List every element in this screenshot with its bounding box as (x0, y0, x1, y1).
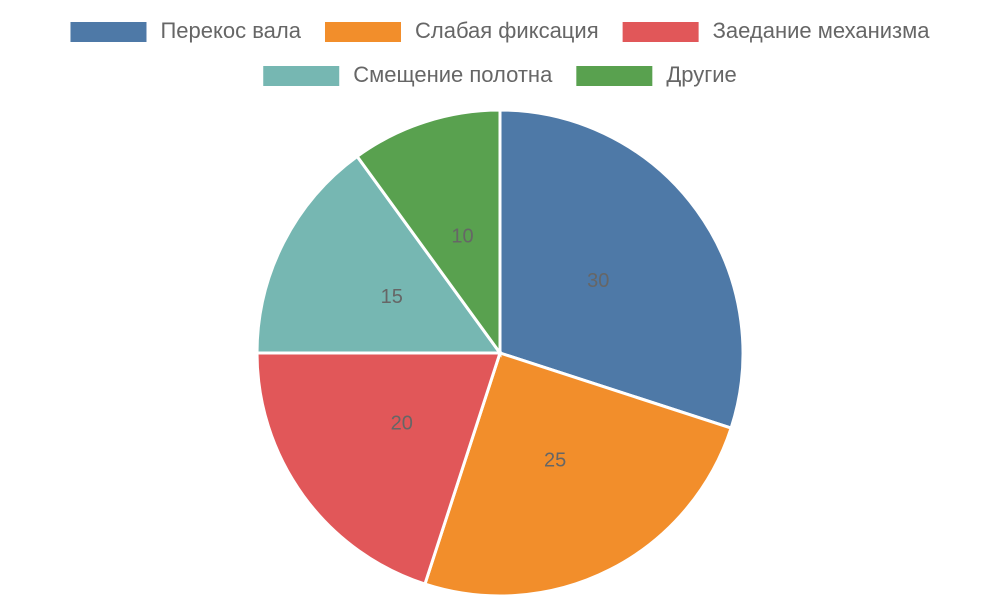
pie-slice (255, 154, 503, 355)
data-label: 10 (451, 226, 473, 248)
legend-label: Другие (666, 62, 736, 87)
legend-item: Смещение полотна (263, 62, 553, 87)
data-label: 30 (587, 270, 609, 292)
legend-swatch (622, 22, 699, 42)
legend-item: Заедание механизма (622, 18, 931, 43)
data-label: 15 (381, 286, 403, 308)
pie-slice (255, 351, 503, 586)
pie-slice (423, 351, 733, 598)
legend-label: Заедание механизма (713, 18, 931, 43)
legend-label: Перекос вала (160, 18, 301, 43)
legend-swatch (576, 66, 653, 86)
legend-swatch (263, 66, 340, 86)
pie-slice (498, 108, 745, 430)
data-label: 20 (391, 413, 413, 435)
legend-swatch (324, 22, 401, 42)
data-label: 25 (544, 450, 566, 472)
legend-item: Слабая фиксация (324, 18, 599, 43)
legend-label: Смещение полотна (353, 62, 553, 87)
legend-item: Перекос вала (70, 18, 302, 43)
legend-swatch (70, 22, 147, 42)
legend-label: Слабая фиксация (415, 18, 599, 43)
legend-item: Другие (576, 62, 737, 87)
pie-slice (355, 108, 502, 358)
